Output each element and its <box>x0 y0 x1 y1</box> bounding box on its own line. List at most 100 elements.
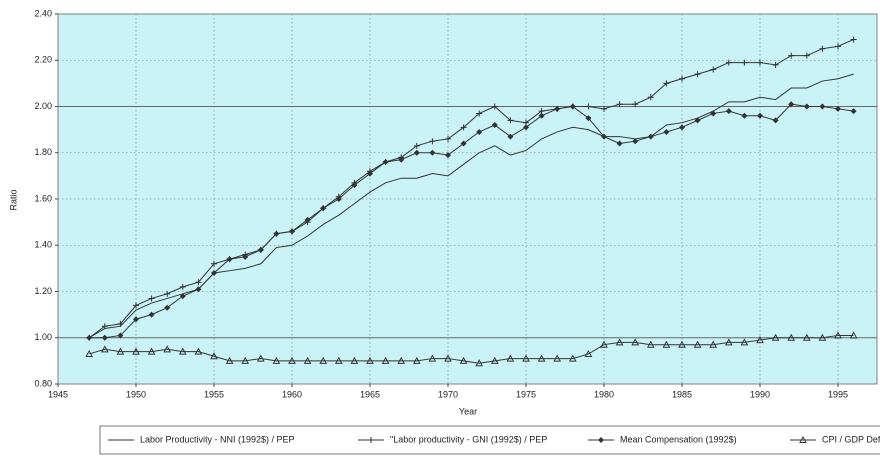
marker <box>413 149 420 156</box>
marker <box>647 133 654 140</box>
x-tick-label: 1955 <box>204 389 224 399</box>
marker <box>397 356 406 364</box>
marker <box>554 105 561 112</box>
marker <box>476 110 483 117</box>
marker <box>319 356 328 364</box>
marker <box>490 356 499 364</box>
marker <box>506 354 515 362</box>
marker <box>522 354 530 362</box>
marker <box>350 356 359 364</box>
x-tick-label: 1965 <box>360 389 380 399</box>
marker <box>117 332 124 339</box>
marker <box>475 359 484 367</box>
marker <box>133 302 139 309</box>
marker <box>491 122 498 128</box>
marker <box>398 156 405 163</box>
marker <box>725 59 732 66</box>
legend-label: CPI / GDP Deflator <box>822 434 880 444</box>
marker <box>334 356 343 364</box>
marker <box>787 333 796 341</box>
marker <box>788 52 795 59</box>
marker <box>117 320 124 327</box>
x-tick-label: 1950 <box>126 389 146 399</box>
marker <box>663 128 670 135</box>
marker <box>772 61 779 68</box>
marker <box>211 270 217 276</box>
marker <box>632 138 639 145</box>
marker <box>601 133 607 140</box>
marker <box>195 279 202 286</box>
x-tick-label: 1985 <box>672 389 692 399</box>
marker <box>788 101 795 108</box>
marker <box>757 59 763 66</box>
marker <box>600 340 608 348</box>
marker <box>320 205 327 212</box>
marker <box>148 311 155 318</box>
marker <box>757 112 763 119</box>
marker <box>382 159 389 165</box>
marker <box>428 354 437 362</box>
y-tick-label: 1.20 <box>34 286 52 296</box>
marker <box>709 340 718 348</box>
marker <box>616 101 623 108</box>
marker <box>772 117 779 124</box>
marker <box>460 140 467 147</box>
marker <box>100 345 109 353</box>
marker <box>86 334 93 341</box>
marker <box>225 356 234 364</box>
marker <box>459 356 468 364</box>
marker <box>164 304 171 311</box>
marker <box>256 354 265 362</box>
marker <box>179 283 186 290</box>
x-tick-label: 1960 <box>282 389 302 399</box>
marker <box>211 260 217 267</box>
marker <box>226 256 233 263</box>
marker <box>179 293 186 300</box>
marker <box>147 347 156 355</box>
y-tick-label: 2.20 <box>34 55 52 65</box>
marker <box>601 105 607 112</box>
marker <box>834 331 842 339</box>
marker <box>288 356 296 364</box>
x-tick-label: 1975 <box>516 389 536 399</box>
marker <box>710 110 717 117</box>
marker <box>537 354 546 362</box>
marker <box>241 356 250 364</box>
marker <box>585 103 592 110</box>
legend-marker <box>799 435 807 443</box>
marker <box>507 117 514 124</box>
marker <box>460 124 467 131</box>
marker <box>101 334 108 341</box>
marker <box>132 347 140 355</box>
marker <box>194 347 203 355</box>
marker <box>523 124 529 131</box>
x-tick-label: 1990 <box>750 389 770 399</box>
marker <box>381 356 390 364</box>
marker <box>724 338 733 346</box>
marker <box>741 112 748 119</box>
marker <box>632 101 639 108</box>
marker <box>850 36 857 43</box>
marker <box>741 59 748 66</box>
marker <box>710 66 717 73</box>
marker <box>756 336 764 344</box>
marker <box>101 323 108 330</box>
marker <box>429 149 436 156</box>
legend-label: Mean Compensation (1992$) <box>620 434 737 444</box>
marker <box>491 103 498 110</box>
y-tick-label: 1.00 <box>34 332 52 342</box>
marker <box>819 103 826 110</box>
marker <box>615 338 624 346</box>
marker <box>133 316 139 323</box>
marker <box>818 333 827 341</box>
marker <box>351 182 358 189</box>
marker <box>803 52 810 59</box>
x-tick-label: 1995 <box>828 389 848 399</box>
x-tick-label: 1980 <box>594 389 614 399</box>
marker <box>835 43 841 50</box>
legend-label: Labor Productivity - NNI (1992$) / PEP <box>140 434 295 444</box>
marker <box>507 133 514 140</box>
marker <box>693 340 702 348</box>
x-axis-label: Year <box>459 406 477 416</box>
